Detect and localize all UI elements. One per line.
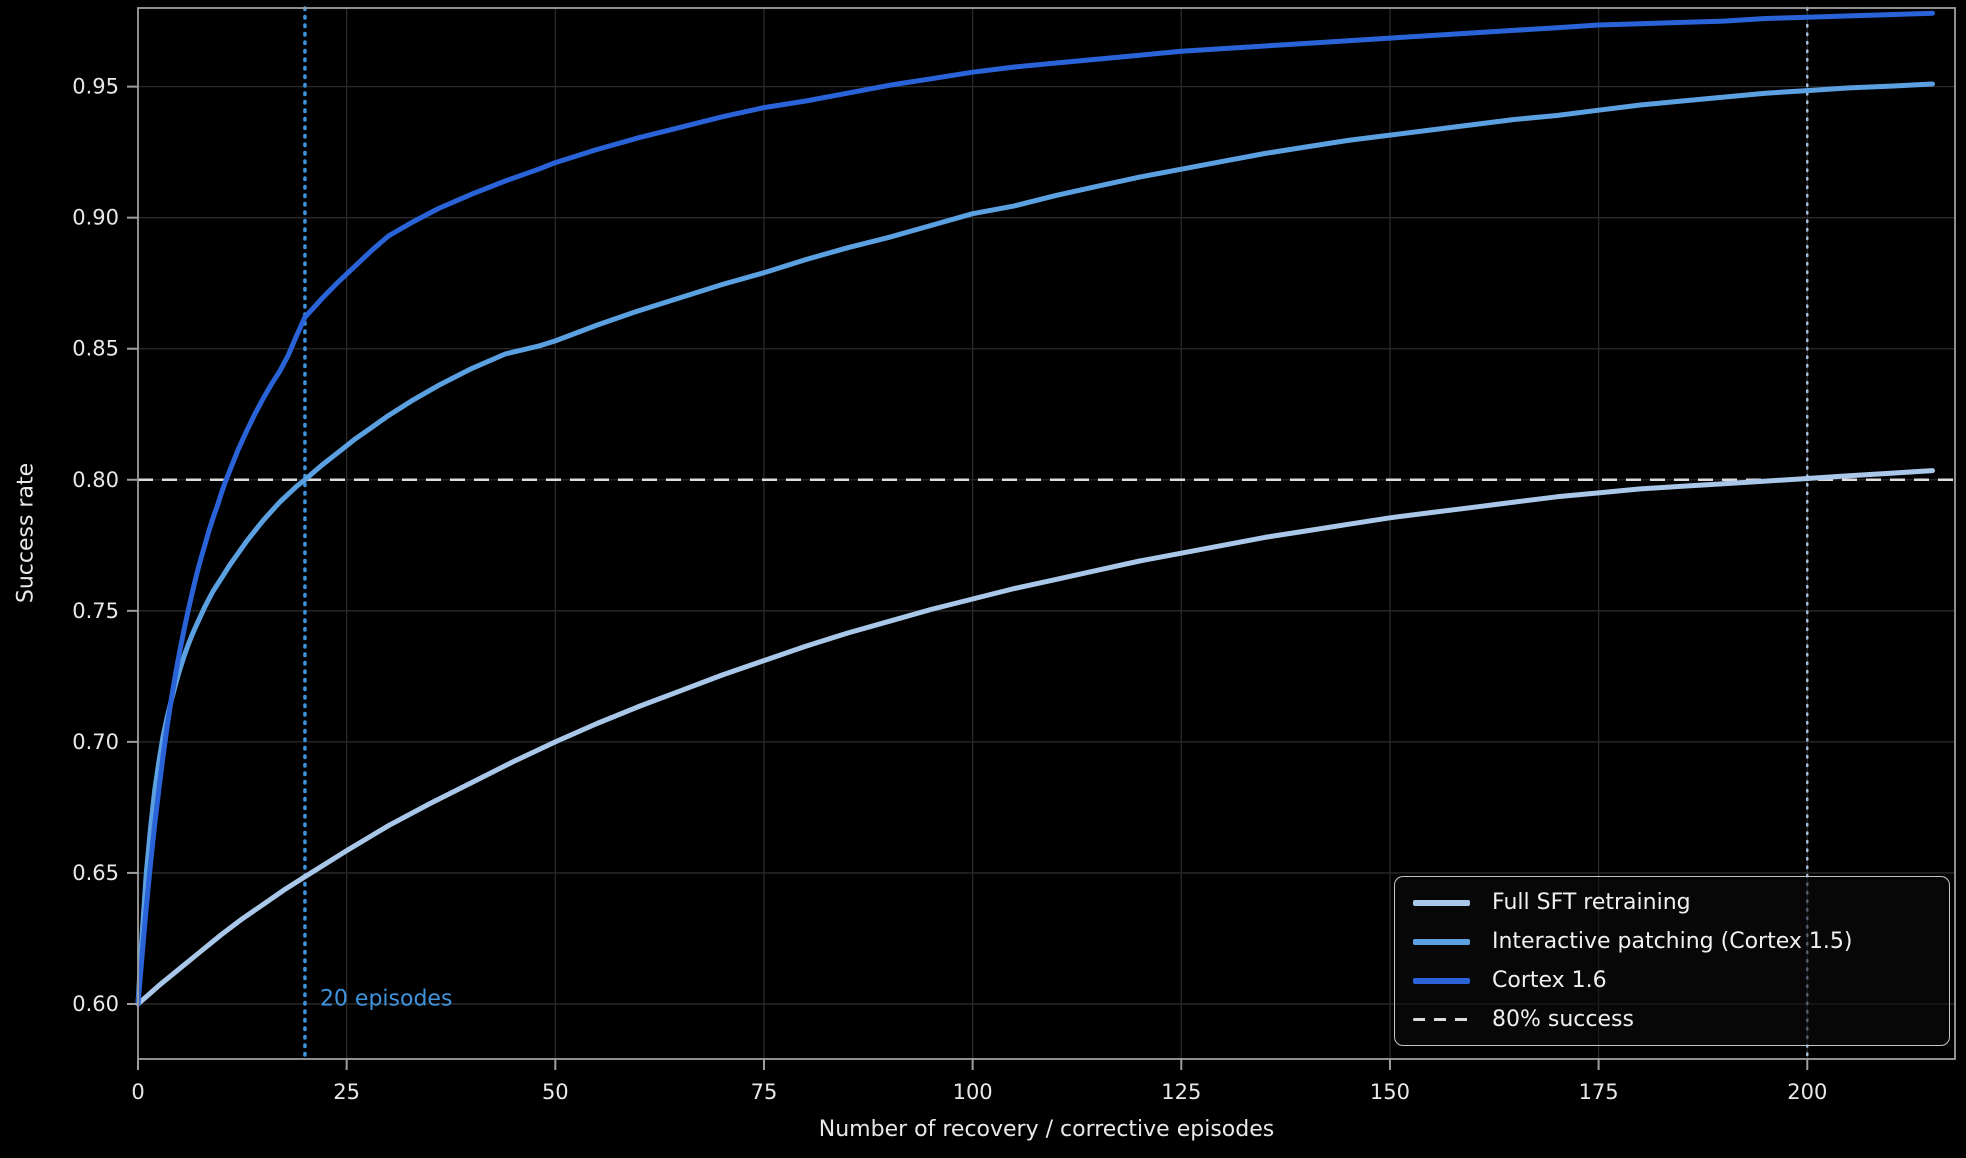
legend-item-cortex-1-6: Cortex 1.6 xyxy=(1413,968,1949,993)
legend-label: Full SFT retraining xyxy=(1492,890,1691,915)
x-tick-label: 100 xyxy=(953,1080,993,1104)
legend-label: Interactive patching (Cortex 1.5) xyxy=(1492,929,1853,954)
legend-swatch-full-sft-retraining xyxy=(1413,899,1470,906)
y-axis-label: Success rate xyxy=(13,462,39,604)
series-line-full-sft-retraining xyxy=(135,468,1935,1007)
legend-label: Cortex 1.6 xyxy=(1492,968,1607,993)
y-tick-label: 0.95 xyxy=(72,75,119,99)
y-tick-label: 0.80 xyxy=(72,468,119,492)
y-tick-label: 0.65 xyxy=(72,861,119,885)
y-tick-label: 0.90 xyxy=(72,206,119,230)
y-tick-label: 0.85 xyxy=(72,337,119,361)
x-tick-label: 125 xyxy=(1161,1080,1201,1104)
y-tick-label: 0.75 xyxy=(72,599,119,623)
legend-item-full-sft-retraining: Full SFT retraining xyxy=(1413,890,1949,915)
x-tick-label: 200 xyxy=(1787,1080,1827,1104)
y-tick-label: 0.70 xyxy=(72,730,119,754)
legend-swatch-80-percent-success xyxy=(1413,1018,1470,1021)
legend-item-80-percent-success: 80% success xyxy=(1413,1007,1949,1032)
series-line-cortex-1-6 xyxy=(135,10,1935,1007)
legend-item-interactive-patching: Interactive patching (Cortex 1.5) xyxy=(1413,929,1949,954)
plot-border xyxy=(137,7,1956,1060)
x-tick-label: 0 xyxy=(131,1080,144,1104)
legend-swatch-cortex-1-6 xyxy=(1413,977,1470,984)
legend-swatch-interactive-patching xyxy=(1413,938,1470,945)
series-line-interactive-patching-cortex-1-5 xyxy=(135,81,1935,1007)
legend: Full SFT retraining Interactive patching… xyxy=(1394,876,1950,1046)
annotation-20-episodes: 20 episodes xyxy=(319,986,453,1012)
y-tick-label: 0.60 xyxy=(72,992,119,1016)
x-tick-label: 25 xyxy=(333,1080,360,1104)
legend-label: 80% success xyxy=(1492,1007,1634,1032)
x-tick-label: 75 xyxy=(751,1080,778,1104)
x-axis-label: Number of recovery / corrective episodes xyxy=(818,1117,1275,1142)
x-tick-label: 150 xyxy=(1370,1080,1410,1104)
x-tick-label: 175 xyxy=(1579,1080,1619,1104)
x-tick-label: 50 xyxy=(542,1080,569,1104)
